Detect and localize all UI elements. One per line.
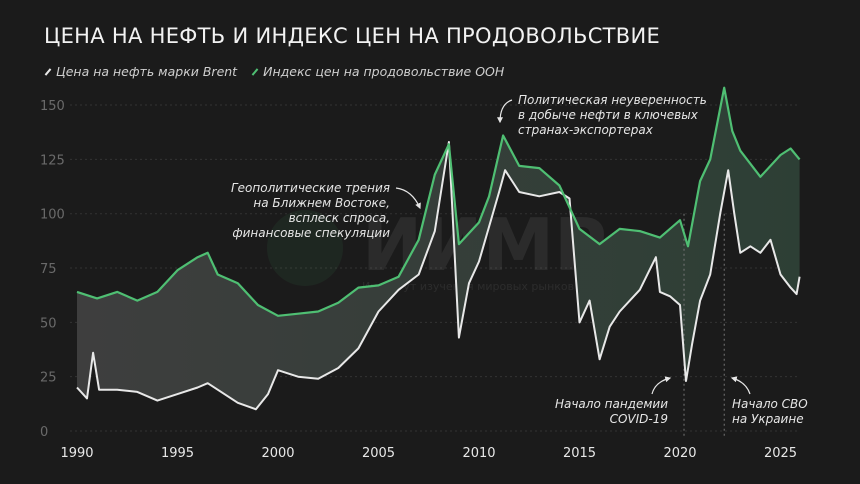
y-tick-label: 150 xyxy=(40,99,65,114)
annotation-arrow xyxy=(395,187,421,210)
y-tick-label: 100 xyxy=(40,208,65,223)
y-tick-label: 125 xyxy=(40,153,65,168)
x-tick-label: 2010 xyxy=(462,446,495,461)
annotation-line: в добыче нефти в ключевых xyxy=(518,108,699,122)
annotation-line: Начало пандемии xyxy=(555,397,668,411)
annotation-line: COVID-19 xyxy=(610,412,668,426)
annotation-line: Геополитические трения xyxy=(231,181,390,195)
annotation-line: Политическая неуверенность xyxy=(518,93,707,107)
annotation-line: всплеск спроса, xyxy=(289,211,390,225)
annotation-text: Начало пандемии COVID-19 xyxy=(555,397,668,426)
x-tick-label: 1995 xyxy=(161,446,194,461)
chart-title: ЦЕНА НА НЕФТЬ И ИНДЕКС ЦЕН НА ПРОДОВОЛЬС… xyxy=(44,24,661,48)
y-tick-label: 25 xyxy=(40,371,57,386)
annotation-arrow xyxy=(651,376,672,395)
annotation-line: на Ближнем Востоке, xyxy=(253,196,390,210)
y-tick-label: 75 xyxy=(40,262,57,277)
legend: Цена на нефть марки Brent Индекс цен на … xyxy=(44,64,504,79)
x-tick-label: 2025 xyxy=(764,446,797,461)
x-tick-label: 2005 xyxy=(362,446,395,461)
annotation-text: Начало СВО на Украине xyxy=(732,397,808,426)
legend-item-brent: Цена на нефть марки Brent xyxy=(44,64,237,79)
x-tick-label: 2020 xyxy=(663,446,696,461)
annotation-arrow xyxy=(497,99,513,124)
annotation-line: Начало СВО xyxy=(732,397,808,411)
y-tick-label: 50 xyxy=(40,316,57,331)
annotation-text: Политическая неуверенность в добыче нефти… xyxy=(518,93,707,137)
annotation-line: странах-экспортерах xyxy=(518,123,654,137)
x-tick-label: 1990 xyxy=(60,446,93,461)
series-line-food xyxy=(76,86,801,317)
annotation-text: Геополитические трения на Ближнем Востоке… xyxy=(231,181,390,240)
annotation-line: на Украине xyxy=(732,412,804,426)
series-line-brent xyxy=(76,141,801,411)
x-tick-label: 2000 xyxy=(261,446,294,461)
x-tick-label: 2015 xyxy=(563,446,596,461)
watermark-globe-icon xyxy=(267,210,343,286)
annotation-line: финансовые спекуляции xyxy=(232,226,390,240)
fill-between-area xyxy=(77,87,800,410)
legend-item-food: Индекс цен на продовольствие ООН xyxy=(251,64,504,79)
legend-label-food: Индекс цен на продовольствие ООН xyxy=(263,64,505,79)
annotation-arrow xyxy=(730,376,751,395)
legend-label-brent: Цена на нефть марки Brent xyxy=(56,64,238,79)
y-tick-label: 0 xyxy=(40,425,48,440)
